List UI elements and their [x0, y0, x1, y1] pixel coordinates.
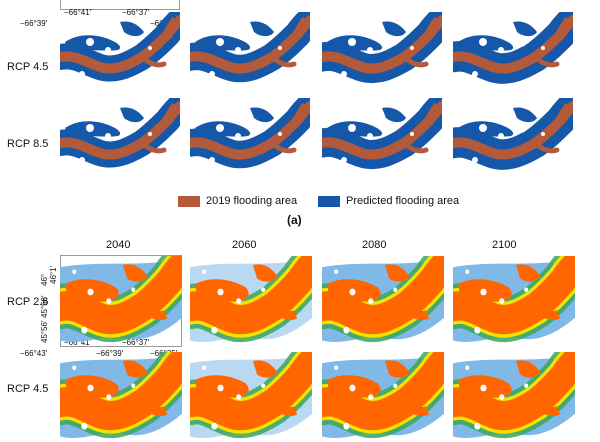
lat-tick-45-58: 45°58′ [40, 295, 49, 319]
part-b-map-panel [322, 256, 444, 343]
part-a-top-tick-3: −66°39′ [20, 19, 48, 28]
year-header-2040: 2040 [106, 239, 131, 251]
lon-tick-1: −66°41′ [64, 338, 92, 347]
part-b-map-panel [190, 352, 312, 439]
lat-tick-46-1: 46°1′ [49, 265, 58, 284]
part-a-locator-frame [60, 0, 180, 10]
part-b-map-panel [453, 352, 575, 439]
legend-swatch-predicted [318, 195, 340, 207]
part-b-row-label-rcp45: RCP 4.5 [7, 383, 49, 395]
part-a-row-label-rcp85: RCP 8.5 [7, 138, 49, 150]
part-b-map-panel [60, 352, 182, 439]
part-a-map-panel [60, 12, 180, 82]
lat-tick-46: 46° [40, 273, 49, 286]
part-a-map-panel [190, 12, 310, 83]
lon-tick-3: −66°43′ [20, 349, 48, 358]
part-a-top-tick-1: −66°41′ [64, 8, 92, 17]
year-header-2080: 2080 [362, 239, 387, 251]
part-a-map-panel [190, 98, 310, 169]
part-a-row-label-rcp45: RCP 4.5 [7, 61, 49, 73]
part-a-map-panel [322, 12, 442, 84]
part-a-map-panel [60, 98, 180, 168]
part-a-map-panel [453, 12, 573, 84]
caption-a: (a) [287, 213, 302, 227]
part-b-row-label-rcp26: RCP 2.6 [7, 296, 49, 308]
lon-tick-2: −66°37′ [122, 338, 150, 347]
year-header-2060: 2060 [232, 239, 257, 251]
part-a-map-panel [322, 98, 442, 170]
part-a-top-tick-2: −66°37′ [122, 8, 150, 17]
year-header-2100: 2100 [492, 239, 517, 251]
part-a-map-panel [453, 98, 573, 170]
legend-predicted-flooding: Predicted flooding area [318, 195, 459, 207]
part-b-map-panel [60, 256, 182, 343]
part-b-map-panel [190, 256, 312, 343]
legend-label-2019: 2019 flooding area [206, 195, 298, 207]
legend-2019-flooding: 2019 flooding area [178, 195, 297, 207]
part-b-map-panel [453, 256, 575, 343]
legend-label-predicted: Predicted flooding area [346, 195, 460, 207]
part-b-map-panel [322, 352, 444, 439]
legend-swatch-2019 [178, 195, 200, 207]
lon-tick-4: −66°39′ [96, 349, 124, 358]
lat-tick-45-56: 45°56′ [40, 320, 49, 344]
